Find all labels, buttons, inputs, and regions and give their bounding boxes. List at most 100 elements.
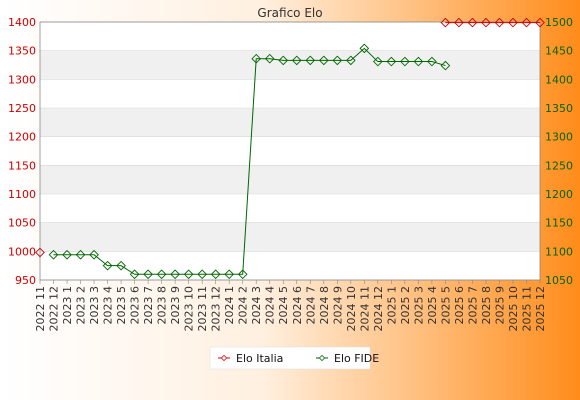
x-tick-label: 2025 12	[534, 286, 547, 332]
grid-band	[40, 222, 540, 252]
data-point	[427, 56, 437, 67]
data-point	[102, 260, 113, 271]
chart-title: Grafico Elo	[257, 6, 322, 20]
x-tick-label: 2023 5	[115, 286, 128, 325]
right-tick-label: 1100	[545, 245, 573, 258]
x-tick-label: 2025 10	[507, 286, 520, 332]
x-tick-label: 2023 6	[129, 286, 142, 325]
data-point	[359, 43, 370, 54]
data-point	[116, 260, 126, 271]
data-point	[494, 17, 505, 28]
x-tick-label: 2025 2	[399, 286, 412, 325]
x-tick-label: 2024 9	[331, 286, 344, 325]
legend-item: Elo FIDE	[316, 352, 379, 365]
data-point	[467, 17, 478, 28]
x-tick-label: 2025 3	[412, 286, 425, 325]
data-point	[305, 55, 316, 66]
x-tick-label: 2023 4	[102, 286, 115, 325]
series-elo-fide	[48, 43, 451, 280]
data-point	[440, 60, 451, 71]
legend-marker	[318, 354, 326, 362]
x-tick-label: 2023 7	[142, 286, 155, 325]
data-point	[373, 56, 383, 67]
x-tick-label: 2025 1	[385, 286, 398, 325]
data-point	[183, 269, 194, 280]
x-tick-label: 2024 1	[223, 286, 236, 325]
left-axis: 950 1000 1050 1100 1150 1200 1250 1300 1350 1400	[8, 16, 36, 287]
data-point	[332, 55, 343, 66]
data-point	[251, 53, 262, 64]
data-point	[521, 17, 532, 28]
data-point	[89, 249, 99, 260]
x-tick-label: 2025 8	[480, 286, 493, 325]
right-tick-label: 1450	[545, 45, 573, 58]
grid-band	[40, 165, 540, 194]
x-tick-label: 2023 12	[210, 286, 223, 332]
left-tick-label: 1200	[8, 131, 36, 144]
data-point	[75, 249, 86, 260]
left-tick-label: 1050	[8, 217, 36, 230]
data-point	[264, 53, 275, 64]
left-tick-label: 950	[15, 274, 36, 287]
series-line	[53, 47, 446, 275]
data-point	[345, 55, 356, 66]
right-tick-label: 1050	[545, 274, 573, 287]
data-point	[143, 269, 153, 280]
x-tick-label: 2024 5	[277, 286, 290, 325]
legend-box	[209, 346, 371, 370]
left-tick-label: 1300	[8, 73, 36, 86]
data-point	[291, 55, 302, 66]
data-point	[237, 269, 248, 280]
data-point	[48, 249, 59, 260]
data-point	[454, 17, 464, 28]
right-tick-label: 1300	[545, 131, 573, 144]
x-tick-label: 2024 2	[237, 286, 250, 325]
legend-label: Elo FIDE	[334, 352, 379, 365]
left-tick-label: 1250	[8, 102, 36, 115]
x-tick-label: 2024 6	[291, 286, 304, 325]
x-tick-label: 2024 7	[304, 286, 317, 325]
right-tick-label: 1500	[545, 16, 573, 29]
data-point	[481, 17, 491, 28]
legend-marker	[220, 354, 228, 362]
x-tick-label: 2023 3	[88, 286, 101, 325]
x-tick-label: 2023 10	[183, 286, 196, 332]
data-point	[400, 56, 410, 67]
x-tick-label: 2025 11	[520, 286, 533, 332]
x-tick-label: 2024 10	[345, 286, 358, 332]
x-tick-label: 2024 12	[372, 286, 385, 332]
right-tick-label: 1400	[545, 73, 573, 86]
data-point	[62, 249, 72, 260]
x-tick-label: 2025 7	[466, 286, 479, 325]
grid-band	[40, 108, 540, 137]
legend-label: Elo Italia	[236, 352, 283, 365]
x-tick-label: 2022 12	[48, 286, 61, 332]
data-point	[278, 55, 289, 66]
grid-band	[40, 50, 540, 80]
x-tick-label: 2025 9	[493, 286, 506, 325]
right-tick-label: 1150	[545, 217, 573, 230]
data-point	[224, 269, 235, 280]
left-tick-label: 1000	[8, 245, 36, 258]
data-point	[170, 269, 180, 280]
x-tick-label: 2024 4	[264, 286, 277, 325]
data-point	[413, 56, 424, 67]
x-axis: 2022 11 2022 12 2023 1 2023 2 2023 3 2023 4 20…	[34, 280, 547, 332]
right-tick-label: 1250	[545, 159, 573, 172]
x-tick-label: 2023 8	[156, 286, 169, 325]
left-tick-label: 1150	[8, 159, 36, 172]
x-tick-label: 2022 11	[34, 286, 47, 332]
data-point	[535, 17, 545, 28]
left-tick-label: 1400	[8, 16, 36, 29]
right-tick-label: 1350	[545, 102, 573, 115]
x-tick-label: 2025 6	[453, 286, 466, 325]
x-tick-label: 2024 8	[318, 286, 331, 325]
left-tick-label: 1350	[8, 45, 36, 58]
data-point	[386, 56, 397, 67]
x-tick-label: 2025 5	[439, 286, 452, 325]
plot-frame	[39, 21, 541, 281]
right-axis: 1050 1100 1150 1200 1250 1300 1350 1400 1450 1500	[545, 16, 573, 287]
x-tick-label: 2023 11	[196, 286, 209, 332]
legend: Elo Italia Elo FIDE	[209, 346, 379, 370]
